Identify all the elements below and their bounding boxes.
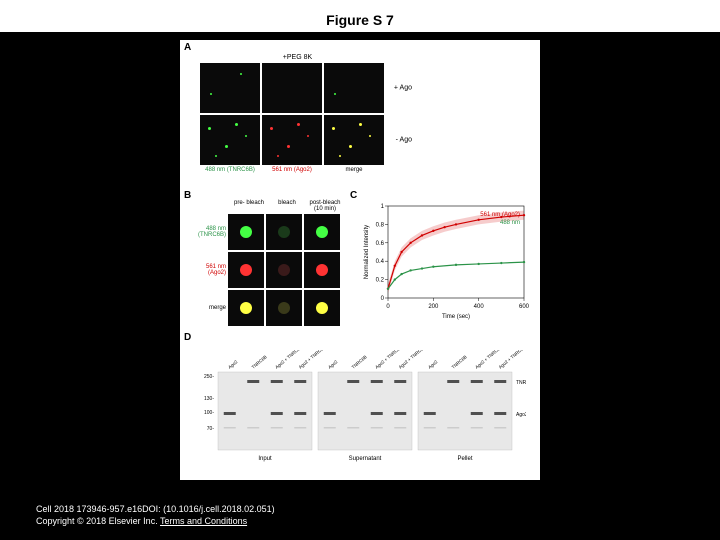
- row-label: + Ago: [394, 85, 412, 92]
- micro-cell: [200, 115, 260, 165]
- panel-a-row1: + Ago: [200, 63, 395, 113]
- svg-text:200: 200: [428, 304, 439, 310]
- micro-cell: [228, 214, 264, 250]
- b-row: 561 nm (Ago2): [194, 252, 344, 288]
- ch-label: 488 nm (TNRC6B): [200, 167, 260, 173]
- svg-text:Ago2: Ago2: [227, 359, 239, 370]
- micro-cell: [228, 290, 264, 326]
- svg-text:400: 400: [474, 304, 485, 310]
- svg-text:Ago2: Ago2: [327, 359, 339, 370]
- panel-d-gel: 250-130-100-70-Ago2TNRC6BAgo2 + TNRC6BAg…: [194, 350, 526, 470]
- svg-text:Normalized Intensity: Normalized Intensity: [364, 225, 370, 279]
- micro-cell: [228, 252, 264, 288]
- micro-cell: - Ago: [324, 115, 384, 165]
- b-row: 488 nm (TNRC6B): [194, 214, 344, 250]
- micro-cell: [266, 252, 302, 288]
- svg-text:Input: Input: [258, 456, 272, 462]
- b-col-header: bleach: [268, 200, 306, 212]
- panel-a-header: +PEG 8K: [200, 54, 395, 61]
- micro-cell: [266, 290, 302, 326]
- svg-text:TNRC6B: TNRC6B: [251, 354, 268, 369]
- svg-text:0.4: 0.4: [376, 259, 385, 265]
- svg-text:600: 600: [519, 304, 530, 310]
- svg-text:Pellet: Pellet: [457, 456, 472, 462]
- svg-text:0: 0: [381, 296, 385, 302]
- panel-label-b: B: [184, 190, 191, 201]
- panel-c-chart: 0 200 400 600 0 0.2 0.4 0.6 0.8 1 Time (sec) Normal…: [360, 200, 530, 320]
- micro-cell: + Ago: [324, 63, 384, 113]
- panel-a-microscopy: +PEG 8K + Ago: [200, 54, 395, 173]
- svg-text:Ago2: Ago2: [427, 359, 439, 370]
- citation-line1: Cell 2018 173946-957.e16DOI: (10.1016/j.…: [36, 503, 275, 516]
- b-col-header: post-bleach (10 min): [306, 200, 344, 212]
- ch-label: merge: [324, 167, 384, 173]
- channel-labels: 488 nm (TNRC6B) 561 nm (Ago2) merge: [200, 167, 395, 173]
- svg-text:Ago2: Ago2: [516, 412, 526, 418]
- micro-cell: [266, 214, 302, 250]
- svg-text:100-: 100-: [204, 410, 214, 416]
- micro-cell: [304, 252, 340, 288]
- svg-text:0.8: 0.8: [376, 222, 385, 228]
- figure-title: Figure S 7: [318, 10, 402, 30]
- svg-text:Ago2 + TNRC6B: Ago2 + TNRC6B: [498, 350, 526, 370]
- b-row: merge: [194, 290, 344, 326]
- recovery-chart: 0 200 400 600 0 0.2 0.4 0.6 0.8 1 Time (sec) Normal…: [360, 200, 530, 320]
- panel-b-microscopy: pre- bleach bleach post-bleach (10 min) …: [194, 200, 344, 328]
- terms-link[interactable]: Terms and Conditions: [160, 516, 247, 526]
- svg-text:1: 1: [381, 204, 385, 210]
- b-row-label: merge: [194, 305, 226, 311]
- citation-copyright: Copyright © 2018 Elsevier Inc.: [36, 516, 160, 526]
- svg-text:250-: 250-: [204, 374, 214, 380]
- figure-container: A B C D +PEG 8K + Ago: [180, 40, 540, 480]
- svg-text:0.2: 0.2: [376, 278, 385, 284]
- svg-text:TNRC6B: TNRC6B: [516, 380, 526, 386]
- svg-text:Supernatant: Supernatant: [349, 456, 382, 462]
- svg-text:TNRC6B: TNRC6B: [351, 354, 368, 369]
- svg-text:Ago2 + TNRC6B: Ago2 + TNRC6B: [298, 350, 327, 370]
- svg-text:488 nm: 488 nm: [500, 220, 520, 226]
- svg-text:Time (sec): Time (sec): [442, 314, 470, 320]
- micro-cell: [262, 63, 322, 113]
- svg-text:130-: 130-: [204, 396, 214, 402]
- b-headers: pre- bleach bleach post-bleach (10 min): [194, 200, 344, 212]
- svg-text:TNRC6B: TNRC6B: [451, 354, 468, 369]
- gel-image: 250-130-100-70-Ago2TNRC6BAgo2 + TNRC6BAg…: [194, 350, 526, 470]
- svg-text:0: 0: [386, 304, 390, 310]
- micro-cell: [304, 214, 340, 250]
- svg-text:0.6: 0.6: [376, 241, 385, 247]
- micro-cell: [304, 290, 340, 326]
- citation: Cell 2018 173946-957.e16DOI: (10.1016/j.…: [36, 503, 275, 528]
- svg-text:561 nm (Ago2): 561 nm (Ago2): [480, 212, 520, 218]
- panel-label-a: A: [184, 42, 191, 53]
- b-row-label: 488 nm (TNRC6B): [194, 226, 226, 238]
- row-label: - Ago: [396, 137, 412, 144]
- panel-label-c: C: [350, 190, 357, 201]
- ch-label: 561 nm (Ago2): [262, 167, 322, 173]
- svg-text:70-: 70-: [207, 426, 215, 432]
- panel-a-row2: - Ago: [200, 115, 395, 165]
- panel-label-d: D: [184, 332, 191, 343]
- micro-cell: [262, 115, 322, 165]
- b-col-header: pre- bleach: [230, 200, 268, 212]
- micro-cell: [200, 63, 260, 113]
- svg-text:Ago2 + TNRC6B: Ago2 + TNRC6B: [398, 350, 427, 370]
- b-row-label: 561 nm (Ago2): [194, 264, 226, 276]
